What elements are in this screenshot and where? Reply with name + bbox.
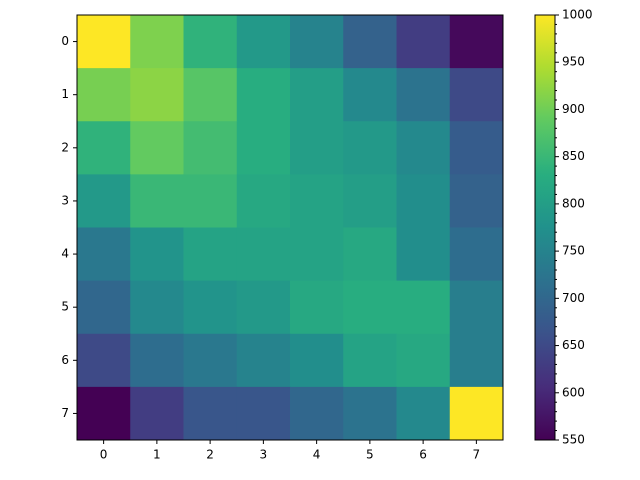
heatmap-cell (343, 280, 397, 335)
heatmap-cell (236, 15, 291, 69)
heatmap-cell (236, 121, 291, 175)
y-tick-label: 5 (61, 300, 69, 314)
heatmap-cell (236, 174, 291, 228)
heatmap-cell (130, 386, 184, 441)
heatmap-cell (130, 227, 184, 282)
heatmap-cell (290, 68, 344, 122)
heatmap-cell (130, 174, 184, 228)
heatmap-cell (290, 15, 344, 69)
heatmap-cell (130, 333, 184, 388)
heatmap-cell (183, 333, 238, 388)
heatmap-cell (77, 174, 131, 228)
heatmap-cell (449, 280, 504, 335)
heatmap-cell (183, 386, 238, 441)
y-tick-label: 2 (61, 140, 69, 154)
colorbar-tick-label: 800 (562, 196, 585, 210)
heatmap-cell (183, 15, 238, 69)
heatmap-cell (130, 121, 184, 175)
x-tick-label: 1 (153, 448, 161, 462)
colorbar-tick-label: 600 (562, 385, 585, 399)
heatmap-cell (290, 280, 344, 335)
x-tick-label: 5 (366, 448, 374, 462)
colorbar-tick-label: 900 (562, 102, 585, 116)
heatmap-cell (130, 15, 184, 69)
heatmap-cell (396, 174, 451, 228)
x-tick-label: 2 (206, 448, 214, 462)
heatmap-cell (343, 386, 397, 441)
heatmap-cell (77, 15, 131, 69)
heatmap-cell (396, 333, 451, 388)
x-tick-label: 0 (100, 448, 108, 462)
heatmap-cell (290, 121, 344, 175)
heatmap-cell (183, 68, 238, 122)
heatmap-cell (290, 227, 344, 282)
colorbar (534, 14, 556, 441)
heatmap-cell (449, 121, 504, 175)
heatmap-cell (396, 68, 451, 122)
heatmap-cell (449, 386, 504, 441)
heatmap-cell (449, 15, 504, 69)
heatmap-cell (343, 15, 397, 69)
heatmap-cell (77, 280, 131, 335)
y-tick-label: 4 (61, 247, 69, 261)
heatmap-cell (130, 68, 184, 122)
heatmap-cell (236, 68, 291, 122)
heatmap-cell (290, 174, 344, 228)
heatmap-cell (343, 121, 397, 175)
heatmap-cell (77, 333, 131, 388)
heatmap-cell (449, 227, 504, 282)
heatmap-cell (449, 333, 504, 388)
colorbar-tick-label: 850 (562, 149, 585, 163)
x-tick-label: 4 (313, 448, 321, 462)
heatmap-cell (290, 386, 344, 441)
heatmap-cell (77, 386, 131, 441)
heatmap-cell (396, 15, 451, 69)
heatmap-cell (396, 121, 451, 175)
heatmap-cell (396, 386, 451, 441)
heatmap-cell (236, 333, 291, 388)
colorbar-tick-label: 700 (562, 291, 585, 305)
colorbar-tick-label: 1000 (562, 8, 593, 22)
heatmap-cell (183, 121, 238, 175)
heatmap-cell (236, 386, 291, 441)
y-tick-label: 1 (61, 87, 69, 101)
heatmap-cell (449, 68, 504, 122)
colorbar-tick-label: 750 (562, 244, 585, 258)
colorbar-tick-label: 950 (562, 55, 585, 69)
heatmap-cell (183, 280, 238, 335)
heatmap-cell (77, 68, 131, 122)
heatmap-cell (290, 333, 344, 388)
heatmap-cell (183, 227, 238, 282)
heatmap-cell (236, 227, 291, 282)
y-tick-label: 3 (61, 193, 69, 207)
heatmap-cell (396, 280, 451, 335)
x-tick-label: 3 (260, 448, 268, 462)
heatmap-cell (343, 333, 397, 388)
heatmap-cell (343, 174, 397, 228)
axes-frame (76, 14, 504, 441)
x-tick-label: 7 (473, 448, 481, 462)
heatmap-cell (77, 227, 131, 282)
heatmap-cell (130, 280, 184, 335)
y-tick-label: 0 (61, 34, 69, 48)
y-tick-label: 6 (61, 353, 69, 367)
y-tick-label: 7 (61, 406, 69, 420)
heatmap-cell (343, 227, 397, 282)
heatmap-cell (343, 68, 397, 122)
heatmap-cell (77, 121, 131, 175)
heatmap-cell (449, 174, 504, 228)
colorbar-tick-label: 550 (562, 433, 585, 447)
x-tick-label: 6 (419, 448, 427, 462)
heatmap-cell (396, 227, 451, 282)
heatmap-cell (236, 280, 291, 335)
colorbar-tick-label: 650 (562, 338, 585, 352)
heatmap-cell (183, 174, 238, 228)
